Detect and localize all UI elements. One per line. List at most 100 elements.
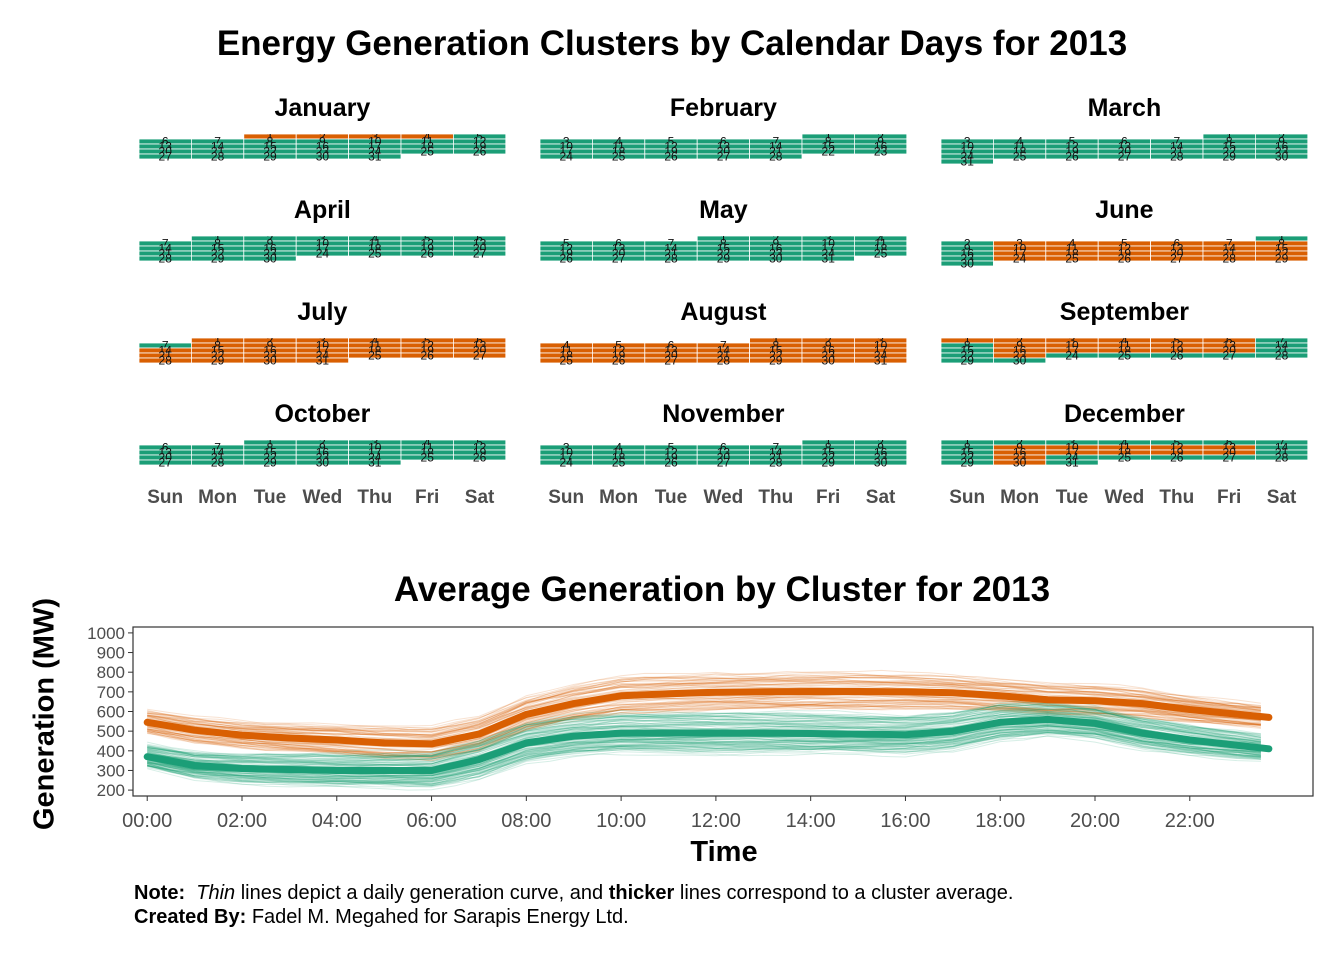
calendar-day-number: 29: [211, 354, 225, 368]
daily-curve: [147, 705, 1261, 761]
daily-curve: [147, 703, 1261, 758]
daily-curve: [147, 705, 1261, 759]
daily-curve: [147, 682, 1261, 740]
daily-curve: [147, 673, 1262, 733]
daily-curve: [147, 676, 1261, 732]
calendar-day-number: 3: [563, 441, 570, 455]
month-title: June: [1095, 196, 1154, 224]
x-tick-label: 02:00: [217, 810, 267, 832]
month-calendar: 1234567891011121314151617181920212223242…: [540, 134, 908, 164]
calendar-day-number: 3: [563, 135, 570, 149]
calendar-day-cell: [853, 357, 908, 364]
calendar-day-number: 31: [368, 456, 382, 470]
daily-curve: [147, 724, 1261, 779]
calendar-day-number: 30: [961, 257, 975, 271]
calendar-day-number: 30: [1013, 456, 1027, 470]
y-tick-label: 300: [97, 761, 125, 780]
calendar-day-cell: [941, 158, 994, 165]
month-title: September: [1059, 298, 1189, 326]
calendar-day-number: 6: [615, 237, 622, 251]
calendar-day-number: 3: [1016, 237, 1023, 251]
calendar-day-number: 30: [263, 252, 277, 266]
daily-curve: [147, 674, 1261, 731]
calendar-day-number: 6: [162, 135, 169, 149]
daily-curve: [147, 709, 1261, 764]
daily-curve: [147, 726, 1261, 782]
x-tick-label: 18:00: [975, 810, 1025, 832]
daily-curve: [147, 669, 1261, 727]
calendar-day-number: 8: [214, 339, 221, 353]
daily-curve: [147, 704, 1262, 758]
x-tick-label: 08:00: [501, 810, 551, 832]
calendar-day-number: 6: [162, 441, 169, 455]
daily-curve: [147, 702, 1261, 759]
calendar-day-number: 29: [961, 354, 975, 368]
daily-curve: [147, 704, 1261, 760]
weekday-label: Sun: [548, 487, 585, 508]
calendar-day-number: 28: [211, 456, 225, 470]
calendar-day-number: 29: [822, 456, 836, 470]
calendar-day-cell: [941, 260, 994, 267]
daily-curve: [147, 682, 1261, 740]
month-title: August: [680, 298, 767, 326]
calendar-day-number: 26: [560, 252, 574, 266]
calendar-day-number: 25: [368, 247, 382, 261]
daily-curve: [147, 712, 1261, 768]
daily-curve: [147, 708, 1261, 763]
calendar-day-number: 25: [1118, 451, 1132, 465]
calendar-day-number: 26: [421, 349, 435, 363]
calendar-day-number: 8: [1226, 135, 1233, 149]
month-title: October: [274, 400, 371, 428]
calendar-day-number: 8: [720, 237, 727, 251]
calendar-day-number: 5: [668, 441, 675, 455]
daily-curve: [147, 729, 1261, 782]
daily-curve: [147, 712, 1261, 766]
calendar-day-number: 25: [1013, 150, 1027, 164]
daily-curve: [147, 701, 1261, 758]
weekday-label: Mon: [599, 487, 639, 508]
daily-curve: [147, 725, 1261, 779]
daily-curve: [147, 725, 1261, 781]
calendar-day-number: 25: [368, 349, 382, 363]
calendar-day-cell: [1254, 454, 1309, 461]
y-tick-label: 600: [97, 703, 125, 722]
calendar-day-number: 7: [720, 339, 727, 353]
daily-curve: [147, 731, 1261, 785]
daily-curve: [147, 703, 1261, 760]
weekday-label: Wed: [1104, 487, 1145, 508]
daily-curve: [147, 678, 1261, 736]
daily-curve: [147, 733, 1261, 787]
daily-curve: [147, 695, 1261, 751]
daily-curve: [147, 729, 1261, 782]
month-calendar: 1234567891011121314151617181920212223242…: [139, 134, 507, 164]
calendar-day-number: 27: [1223, 451, 1237, 465]
daily-curve: [147, 674, 1261, 733]
calendar-day-cell: [993, 357, 1047, 364]
calendar-day-number: 7: [668, 237, 675, 251]
note-italic: Thin: [196, 882, 236, 904]
calendar-day-number: 5: [668, 135, 675, 149]
daily-curve: [147, 698, 1261, 753]
daily-curve: [147, 705, 1261, 761]
daily-curve: [147, 680, 1261, 739]
daily-curve: [147, 712, 1261, 767]
daily-curve: [147, 680, 1261, 736]
calendar-day-number: 31: [316, 354, 330, 368]
calendar-day-cell: [749, 153, 803, 160]
daily-curve: [147, 709, 1261, 764]
weekday-label: Fri: [816, 487, 841, 508]
daily-curve: [147, 731, 1261, 786]
month-calendar: 1234567891011121314151617181920212223242…: [139, 236, 507, 266]
month-calendar: 1234567891011121314151617181920212223242…: [941, 134, 1309, 169]
daily-curve: [147, 730, 1261, 784]
daily-curve: [147, 699, 1261, 755]
daily-curve: [147, 724, 1261, 780]
main-title: Energy Generation Clusters by Calendar D…: [216, 24, 1128, 63]
calendar-day-number: 29: [211, 252, 225, 266]
calendar-day-number: 8: [214, 237, 221, 251]
calendar-day-number: 26: [473, 145, 487, 159]
month-calendar: 1234567891011121314151617181920212223242…: [540, 440, 908, 470]
cluster-average-green: [143, 715, 1273, 774]
calendar-day-number: 26: [1170, 349, 1184, 363]
